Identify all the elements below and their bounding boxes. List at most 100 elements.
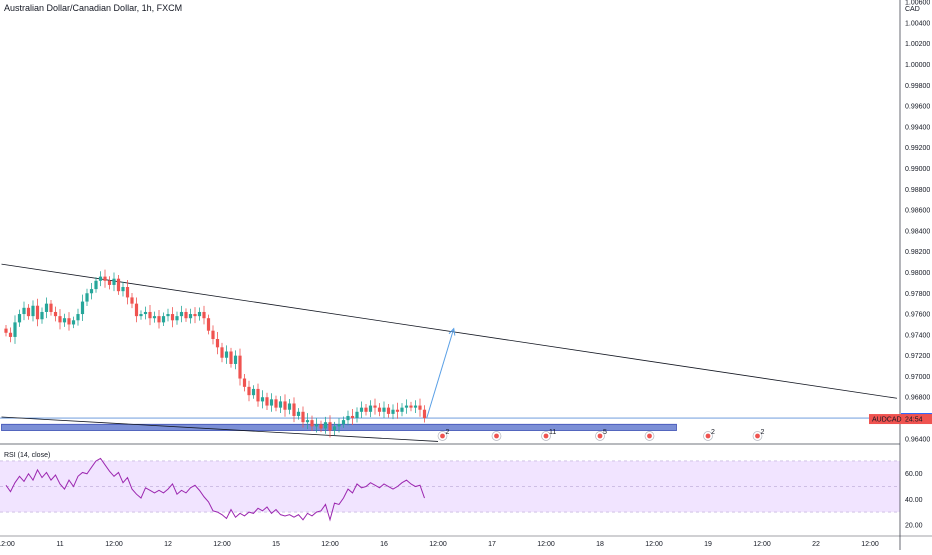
- candle-body[interactable]: [31, 305, 35, 317]
- candle-body[interactable]: [391, 409, 395, 414]
- candle-body[interactable]: [143, 311, 148, 315]
- candle-body[interactable]: [8, 332, 13, 337]
- candle-body[interactable]: [193, 314, 197, 317]
- candle-body[interactable]: [211, 330, 215, 340]
- candle-body[interactable]: [296, 411, 301, 416]
- candle-body[interactable]: [274, 399, 278, 408]
- candle-body[interactable]: [305, 420, 310, 423]
- candle-body[interactable]: [58, 316, 62, 323]
- candle-body[interactable]: [265, 397, 269, 406]
- candle-body[interactable]: [166, 314, 170, 317]
- forecast-arrow-line[interactable]: [426, 328, 455, 419]
- candle-body[interactable]: [76, 314, 80, 321]
- candle-body[interactable]: [152, 316, 157, 319]
- trendline-2[interactable]: [1, 416, 439, 442]
- candle-body[interactable]: [139, 314, 143, 317]
- candle-body[interactable]: [364, 407, 368, 412]
- candle-body[interactable]: [229, 351, 233, 364]
- candle-body[interactable]: [125, 287, 130, 298]
- candle-body[interactable]: [341, 420, 346, 425]
- candle-body[interactable]: [170, 314, 175, 321]
- candle-body[interactable]: [17, 314, 22, 323]
- trendline-1[interactable]: [1, 263, 898, 399]
- candle-body[interactable]: [409, 405, 413, 408]
- candle-body[interactable]: [40, 311, 44, 320]
- candle-body[interactable]: [382, 407, 386, 412]
- candle-body[interactable]: [71, 320, 76, 325]
- candle-body[interactable]: [80, 301, 85, 315]
- candle-body[interactable]: [319, 424, 323, 429]
- candle-body[interactable]: [134, 303, 139, 317]
- candle-body[interactable]: [89, 289, 94, 294]
- candle-body[interactable]: [386, 407, 391, 414]
- candle-body[interactable]: [301, 411, 305, 423]
- candle-body[interactable]: [400, 407, 404, 412]
- candle-body[interactable]: [242, 378, 247, 387]
- candle-body[interactable]: [314, 424, 319, 427]
- candle-body[interactable]: [395, 409, 400, 412]
- candle-body[interactable]: [256, 388, 260, 402]
- candle-body[interactable]: [44, 303, 49, 312]
- candle-body[interactable]: [188, 314, 193, 319]
- candle-body[interactable]: [148, 311, 152, 319]
- candle-body[interactable]: [224, 351, 229, 358]
- candle-body[interactable]: [184, 311, 188, 319]
- candle-body[interactable]: [287, 403, 292, 410]
- candle-body[interactable]: [107, 280, 112, 285]
- candle-body[interactable]: [4, 328, 8, 333]
- candle-body[interactable]: [359, 407, 364, 412]
- candle-body[interactable]: [404, 405, 409, 408]
- candle-body[interactable]: [346, 415, 350, 421]
- candle-body[interactable]: [269, 399, 274, 406]
- candle-body[interactable]: [337, 424, 341, 427]
- candle-body[interactable]: [238, 355, 242, 379]
- candle-body[interactable]: [422, 409, 427, 419]
- candle-body[interactable]: [310, 420, 314, 427]
- candle-body[interactable]: [130, 297, 134, 304]
- candle-body[interactable]: [67, 318, 71, 325]
- candle-body[interactable]: [323, 422, 328, 429]
- candle-body[interactable]: [157, 316, 161, 323]
- candle-body[interactable]: [35, 305, 40, 320]
- candle-body[interactable]: [251, 388, 256, 396]
- candle-body[interactable]: [62, 318, 67, 323]
- candle-body[interactable]: [26, 307, 31, 317]
- candle-body[interactable]: [377, 407, 382, 412]
- candle-body[interactable]: [112, 278, 116, 285]
- candle-body[interactable]: [233, 355, 238, 364]
- candle-body[interactable]: [260, 397, 265, 402]
- candle-body[interactable]: [206, 318, 211, 331]
- candle-body[interactable]: [98, 276, 103, 281]
- candle-body[interactable]: [85, 293, 89, 302]
- candle-body[interactable]: [13, 322, 17, 337]
- candle-body[interactable]: [53, 311, 58, 317]
- candle-body[interactable]: [332, 426, 337, 431]
- candle-body[interactable]: [220, 347, 224, 358]
- candle-body[interactable]: [278, 401, 283, 408]
- candle-body[interactable]: [355, 411, 359, 419]
- candle-body[interactable]: [197, 311, 202, 317]
- candle-body[interactable]: [328, 422, 332, 431]
- candle-body[interactable]: [413, 405, 418, 408]
- rsi-line[interactable]: [5, 457, 425, 522]
- candle-body[interactable]: [215, 339, 220, 348]
- candle-body[interactable]: [283, 401, 287, 410]
- candle-body[interactable]: [373, 405, 377, 408]
- candle-body[interactable]: [116, 278, 121, 292]
- candle-body[interactable]: [418, 405, 422, 410]
- candle-body[interactable]: [179, 311, 184, 317]
- candle-body[interactable]: [49, 303, 53, 312]
- candle-body[interactable]: [247, 386, 251, 396]
- candle-body[interactable]: [161, 316, 166, 323]
- candle-body[interactable]: [292, 403, 296, 416]
- candle-body[interactable]: [175, 316, 179, 321]
- candle-body[interactable]: [350, 415, 355, 419]
- candle-body[interactable]: [121, 287, 125, 292]
- candle-body[interactable]: [22, 307, 26, 315]
- candle-body[interactable]: [94, 280, 98, 290]
- candle-body[interactable]: [202, 311, 206, 319]
- candle-body[interactable]: [103, 276, 107, 281]
- candle-body[interactable]: [368, 405, 373, 412]
